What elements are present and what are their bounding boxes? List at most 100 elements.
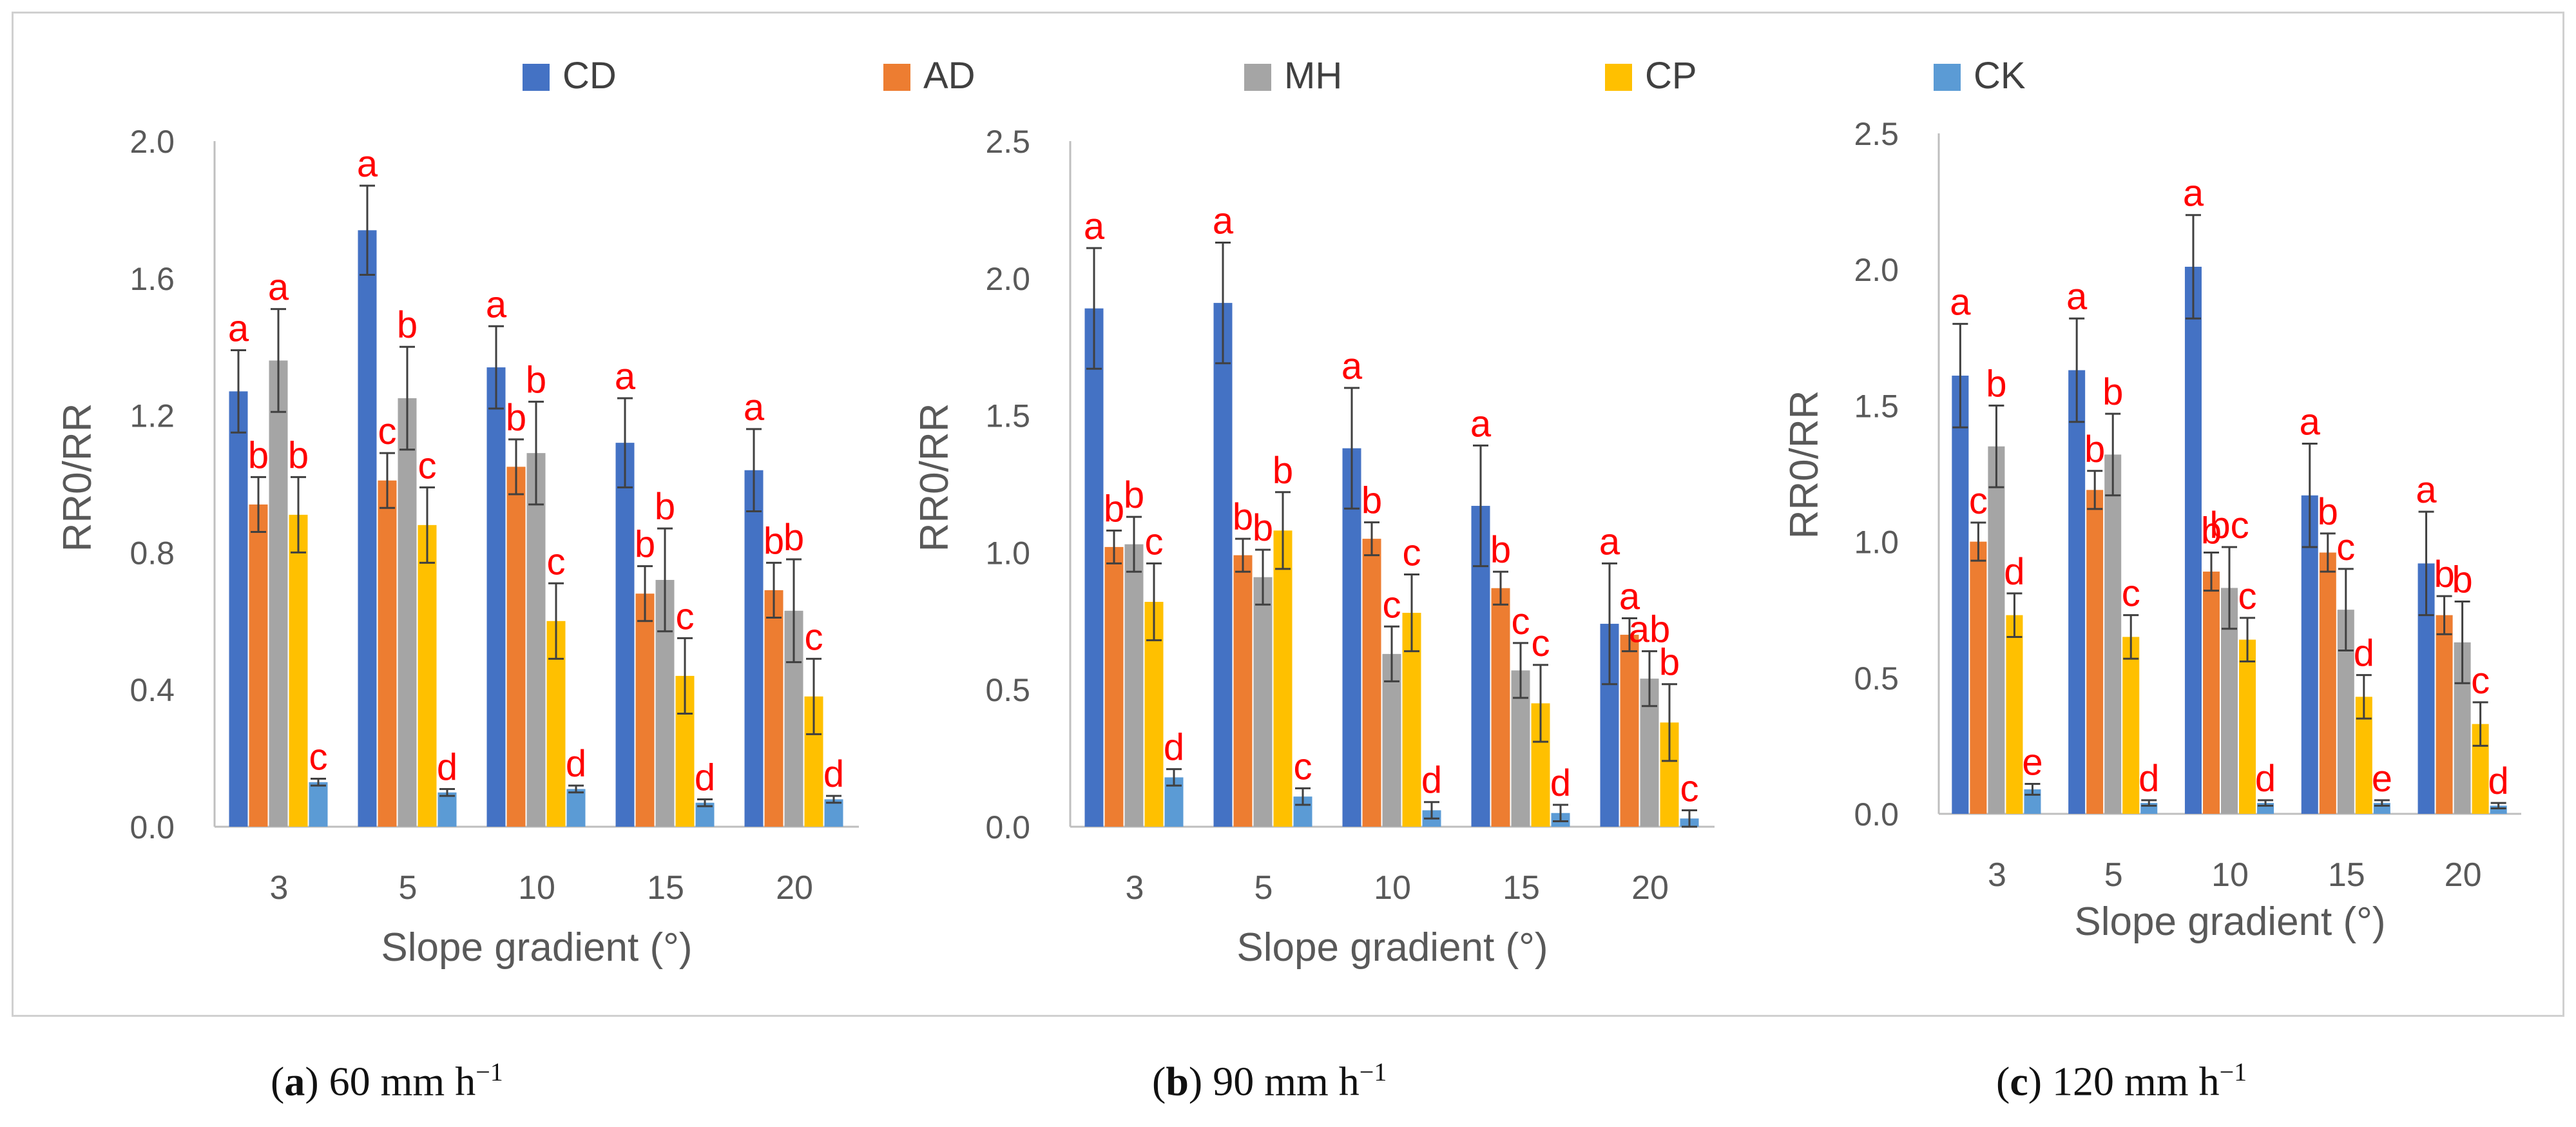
panel-c-letter-ad-15: b (2318, 491, 2338, 533)
panel-b-letter-cp-5: b (1273, 450, 1293, 492)
panel-a-bar-ad-20 (764, 590, 783, 827)
panel-c-letter-cp-15: d (2354, 633, 2374, 675)
panel-b-bar-mh-10 (1382, 653, 1401, 827)
panel-b-bar-ad-10 (1362, 539, 1381, 827)
panel-c-bar-cp-10 (2239, 639, 2256, 814)
panel-b-letter-mh-10: c (1383, 584, 1401, 626)
panel-b-bar-ad-5 (1233, 555, 1253, 827)
panel-c-xlabel: Slope gradient (°) (2074, 900, 2385, 944)
caption-a-letter: a (284, 1058, 305, 1104)
panel-b-xtick-15: 15 (1503, 869, 1540, 907)
panel-c-letter-mh-15: c (2336, 526, 2355, 568)
panel-c-ytick-1: 0.5 (1854, 660, 1899, 697)
panel-a-bar-cd-10 (486, 367, 506, 827)
panel-a-letter-ad-10: b (506, 397, 526, 439)
panel-c-bar-cp-3 (2006, 615, 2023, 814)
panel-c-letter-ad-3: c (1969, 480, 1988, 522)
panel-b-ytick-1: 0.5 (985, 672, 1030, 708)
panel-c-letter-cd-5: a (2066, 276, 2088, 318)
caption-b-sup: −1 (1359, 1057, 1387, 1086)
panel-c-letter-cd-20: a (2416, 469, 2437, 511)
panel-a-xtick-5: 5 (399, 869, 418, 907)
panel-b-xtick-10: 10 (1374, 869, 1411, 907)
legend-swatch-ad (883, 64, 910, 91)
panel-b-letter-mh-15: c (1512, 601, 1530, 642)
panel-b-bar-cd-10 (1342, 448, 1361, 827)
panel-b-letter-cp-10: c (1403, 532, 1421, 573)
panel-c-letter-ck-3: e (2022, 742, 2043, 784)
panel-b-letter-ck-3: d (1164, 727, 1184, 769)
panel-c-xtick-5: 5 (2104, 856, 2123, 894)
panel-a-letter-cd-10: a (486, 284, 507, 325)
panel-c-letter-mh-10: bc (2209, 505, 2249, 546)
legend-label-ad: AD (923, 55, 976, 97)
panel-c-bar-cd-15 (2301, 495, 2318, 814)
legend-swatch-mh (1244, 64, 1271, 91)
panel-c-xtick-10: 10 (2211, 856, 2249, 894)
panel-c-bar-cd-3 (1952, 375, 1969, 814)
panel-a-letter-ck-10: d (566, 743, 586, 785)
panel-a-letter-ad-15: b (635, 524, 655, 566)
panel-c-letter-cp-3: d (2004, 551, 2024, 593)
caption-a-text: ) 60 mm h (305, 1058, 476, 1104)
panel-a-bar-cd-5 (358, 230, 377, 827)
panel-a-ytick-3: 1.2 (130, 398, 175, 434)
legend-swatch-ck (1934, 64, 1961, 91)
caption-c-text: ) 120 mm h (2028, 1058, 2220, 1104)
panel-b-letter-ck-10: d (1421, 760, 1442, 802)
legend-label-cp: CP (1645, 55, 1697, 97)
panel-b-letter-cd-5: a (1213, 200, 1234, 242)
caption-c-open: ( (1996, 1058, 2010, 1104)
panel-c-letter-mh-3: b (1986, 363, 2006, 405)
panel-a-letter-ad-3: b (248, 434, 269, 476)
panel-c-ylabel: RR0/RR (1782, 390, 1827, 539)
panel-a-letter-cp-15: c (676, 595, 695, 637)
panel-b-letter-ad-10: b (1361, 480, 1382, 522)
panel-a-ytick-4: 1.6 (130, 261, 175, 297)
panel-a-letter-mh-5: b (397, 304, 418, 346)
panel-b-letter-ad-5: b (1233, 496, 1253, 538)
panel-a-letter-mh-10: b (526, 359, 546, 401)
panel-a-letter-cp-3: b (288, 434, 309, 476)
panel-b-bar-ad-20 (1620, 635, 1639, 827)
panel-b-letter-ck-15: d (1550, 762, 1571, 804)
panel-c-letter-ck-5: d (2139, 758, 2159, 800)
caption-b-letter: b (1166, 1058, 1189, 1104)
caption-c: (c) 120 mm h−1 (1996, 1057, 2247, 1105)
panel-c-ytick-0: 0.0 (1854, 796, 1899, 833)
panel-b-letter-ck-5: c (1294, 746, 1312, 787)
panel-c-bar-mh-5 (2104, 454, 2122, 814)
panel-c-bar-ad-15 (2319, 552, 2336, 814)
panel-a-xtick-20: 20 (776, 869, 813, 907)
panel-c-xtick-20: 20 (2445, 856, 2482, 894)
panel-b-letter-ad-3: b (1104, 488, 1124, 530)
legend-label-cd: CD (562, 55, 617, 97)
panel-c-letter-cd-15: a (2300, 401, 2321, 443)
panel-b-bar-cd-3 (1084, 308, 1104, 827)
panel-b-letter-mh-3: b (1124, 474, 1144, 516)
panel-b-ytick-5: 2.5 (985, 124, 1030, 160)
panel-b-letter-cp-15: c (1532, 622, 1550, 664)
panel-a-letter-ck-3: c (309, 737, 328, 778)
panel-c-ytick-3: 1.5 (1854, 388, 1899, 424)
panel-a-bar-cd-15 (615, 443, 635, 827)
panel-a-letter-cp-20: c (805, 616, 823, 658)
panel-c-ytick-4: 2.0 (1854, 252, 1899, 288)
panel-c-xtick-3: 3 (1988, 856, 2006, 894)
panel-c-bar-cd-10 (2184, 266, 2202, 814)
panel-c-bar-mh-3 (1988, 446, 2005, 814)
panel-a-letter-ck-20: d (823, 753, 844, 795)
panel-a-xtick-15: 15 (647, 869, 684, 907)
panel-a-ytick-0: 0.0 (130, 809, 175, 845)
caption-c-letter: c (2010, 1058, 2028, 1104)
panel-b-letter-ad-20: a (1619, 576, 1640, 618)
panel-a-letter-ck-5: d (437, 746, 457, 788)
panel-b-xtick-3: 3 (1126, 869, 1144, 907)
panel-b-xtick-20: 20 (1631, 869, 1669, 907)
caption-a-open: ( (271, 1058, 285, 1104)
panel-b-ylabel: RR0/RR (912, 403, 957, 552)
panel-b-xtick-5: 5 (1254, 869, 1273, 907)
panel-a-bar-cp-3 (289, 514, 308, 827)
caption-b-open: ( (1152, 1058, 1166, 1104)
panel-a-ytick-5: 2.0 (130, 124, 175, 160)
